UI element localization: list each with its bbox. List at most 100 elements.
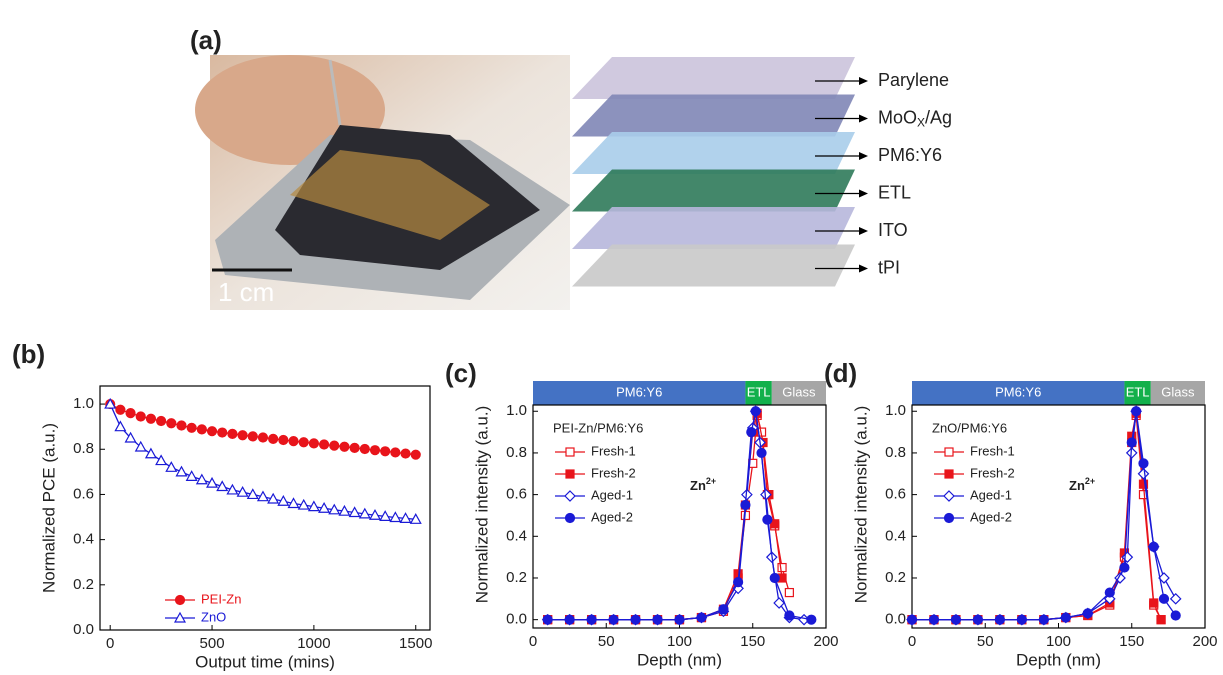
marker bbox=[267, 492, 280, 504]
marker bbox=[674, 614, 685, 625]
arrow-head bbox=[859, 264, 868, 273]
marker bbox=[542, 614, 553, 625]
marker bbox=[185, 470, 198, 481]
y-tick-label: 0.0 bbox=[73, 621, 94, 638]
marker bbox=[564, 490, 576, 502]
panel-label: (c) bbox=[445, 358, 477, 388]
marker bbox=[762, 514, 773, 525]
arrow-head bbox=[859, 189, 868, 198]
marker bbox=[565, 469, 575, 479]
marker bbox=[410, 449, 421, 460]
text-part: Parylene bbox=[878, 70, 949, 90]
marker bbox=[1060, 612, 1071, 623]
marker bbox=[586, 614, 597, 625]
marker bbox=[297, 498, 310, 510]
marker bbox=[307, 500, 320, 512]
marker bbox=[256, 490, 269, 502]
marker bbox=[746, 426, 757, 438]
marker bbox=[732, 577, 744, 588]
region-label: PM6:Y6 bbox=[616, 384, 662, 399]
x-axis-label: Output time (mins) bbox=[195, 652, 335, 671]
marker bbox=[1158, 572, 1170, 584]
marker bbox=[206, 426, 218, 437]
marker bbox=[1170, 610, 1181, 621]
region-label: Glass bbox=[1161, 384, 1195, 399]
marker bbox=[652, 614, 663, 625]
legend-label: Fresh-1 bbox=[970, 443, 1015, 458]
marker bbox=[104, 397, 117, 409]
legend-label: Fresh-2 bbox=[970, 465, 1015, 480]
marker bbox=[1131, 406, 1142, 417]
marker bbox=[950, 614, 962, 625]
marker bbox=[1148, 541, 1159, 552]
marker bbox=[784, 587, 794, 598]
panel-label: (b) bbox=[12, 339, 45, 369]
marker bbox=[943, 490, 955, 502]
marker bbox=[1138, 479, 1149, 489]
marker bbox=[165, 461, 178, 472]
plot-frame bbox=[532, 404, 827, 629]
arrow-head bbox=[859, 77, 868, 85]
y-axis-label: Normalized intensity (a.u.) bbox=[851, 406, 870, 603]
marker bbox=[1119, 562, 1130, 573]
series-line bbox=[109, 403, 416, 456]
marker bbox=[1149, 598, 1159, 608]
layer bbox=[572, 244, 855, 287]
layer-label: ITO bbox=[878, 220, 908, 240]
layer-label: Parylene bbox=[878, 70, 949, 90]
marker bbox=[750, 406, 761, 417]
y-tick-label: 0.6 bbox=[73, 485, 94, 502]
y-tick-label: 1.0 bbox=[885, 402, 906, 419]
marker bbox=[368, 508, 382, 520]
marker bbox=[176, 420, 187, 431]
y-tick-label: 0.0 bbox=[885, 611, 906, 628]
legend-label: Aged-2 bbox=[970, 509, 1012, 524]
arrow-head bbox=[859, 227, 868, 235]
marker bbox=[756, 447, 767, 459]
marker bbox=[348, 506, 361, 518]
marker bbox=[806, 614, 817, 625]
marker bbox=[943, 512, 955, 524]
layer bbox=[572, 169, 855, 212]
region-band bbox=[912, 381, 1125, 405]
marker bbox=[400, 448, 411, 459]
marker bbox=[379, 510, 392, 521]
marker bbox=[380, 446, 391, 457]
region-band bbox=[1150, 381, 1205, 405]
marker bbox=[740, 499, 751, 511]
marker bbox=[175, 465, 188, 477]
marker bbox=[328, 503, 341, 515]
annotation: Zn2+ bbox=[690, 476, 716, 493]
marker bbox=[135, 411, 146, 422]
plot-frame bbox=[911, 404, 1206, 629]
y-tick-label: 0.8 bbox=[506, 444, 527, 461]
panel-label: (d) bbox=[824, 358, 857, 388]
region-band bbox=[533, 381, 746, 405]
x-tick-label: 50 bbox=[977, 633, 994, 650]
marker bbox=[1126, 437, 1137, 448]
layer-label: PM6:Y6 bbox=[878, 145, 942, 165]
marker bbox=[409, 513, 422, 524]
panel-label: (a) bbox=[190, 25, 222, 55]
legend-title: PEI-Zn/PM6:Y6 bbox=[553, 420, 643, 435]
x-tick-label: 1500 bbox=[399, 635, 432, 652]
text-part: ETL bbox=[878, 182, 911, 202]
marker bbox=[784, 610, 795, 621]
marker bbox=[1082, 608, 1093, 619]
text-part: Zn bbox=[690, 478, 706, 493]
series-line bbox=[109, 403, 416, 520]
marker bbox=[1138, 458, 1149, 469]
marker bbox=[1104, 587, 1115, 598]
x-tick-label: 1000 bbox=[297, 635, 330, 652]
marker bbox=[1156, 615, 1166, 625]
marker bbox=[369, 445, 381, 456]
marker bbox=[144, 447, 157, 459]
text-part: tPI bbox=[878, 257, 900, 277]
legend-label: Fresh-2 bbox=[591, 465, 636, 480]
x-tick-label: 0 bbox=[908, 633, 916, 650]
y-tick-label: 1.0 bbox=[506, 402, 527, 419]
layer bbox=[572, 94, 855, 137]
layer-label: ETL bbox=[878, 182, 911, 202]
marker bbox=[944, 469, 954, 479]
